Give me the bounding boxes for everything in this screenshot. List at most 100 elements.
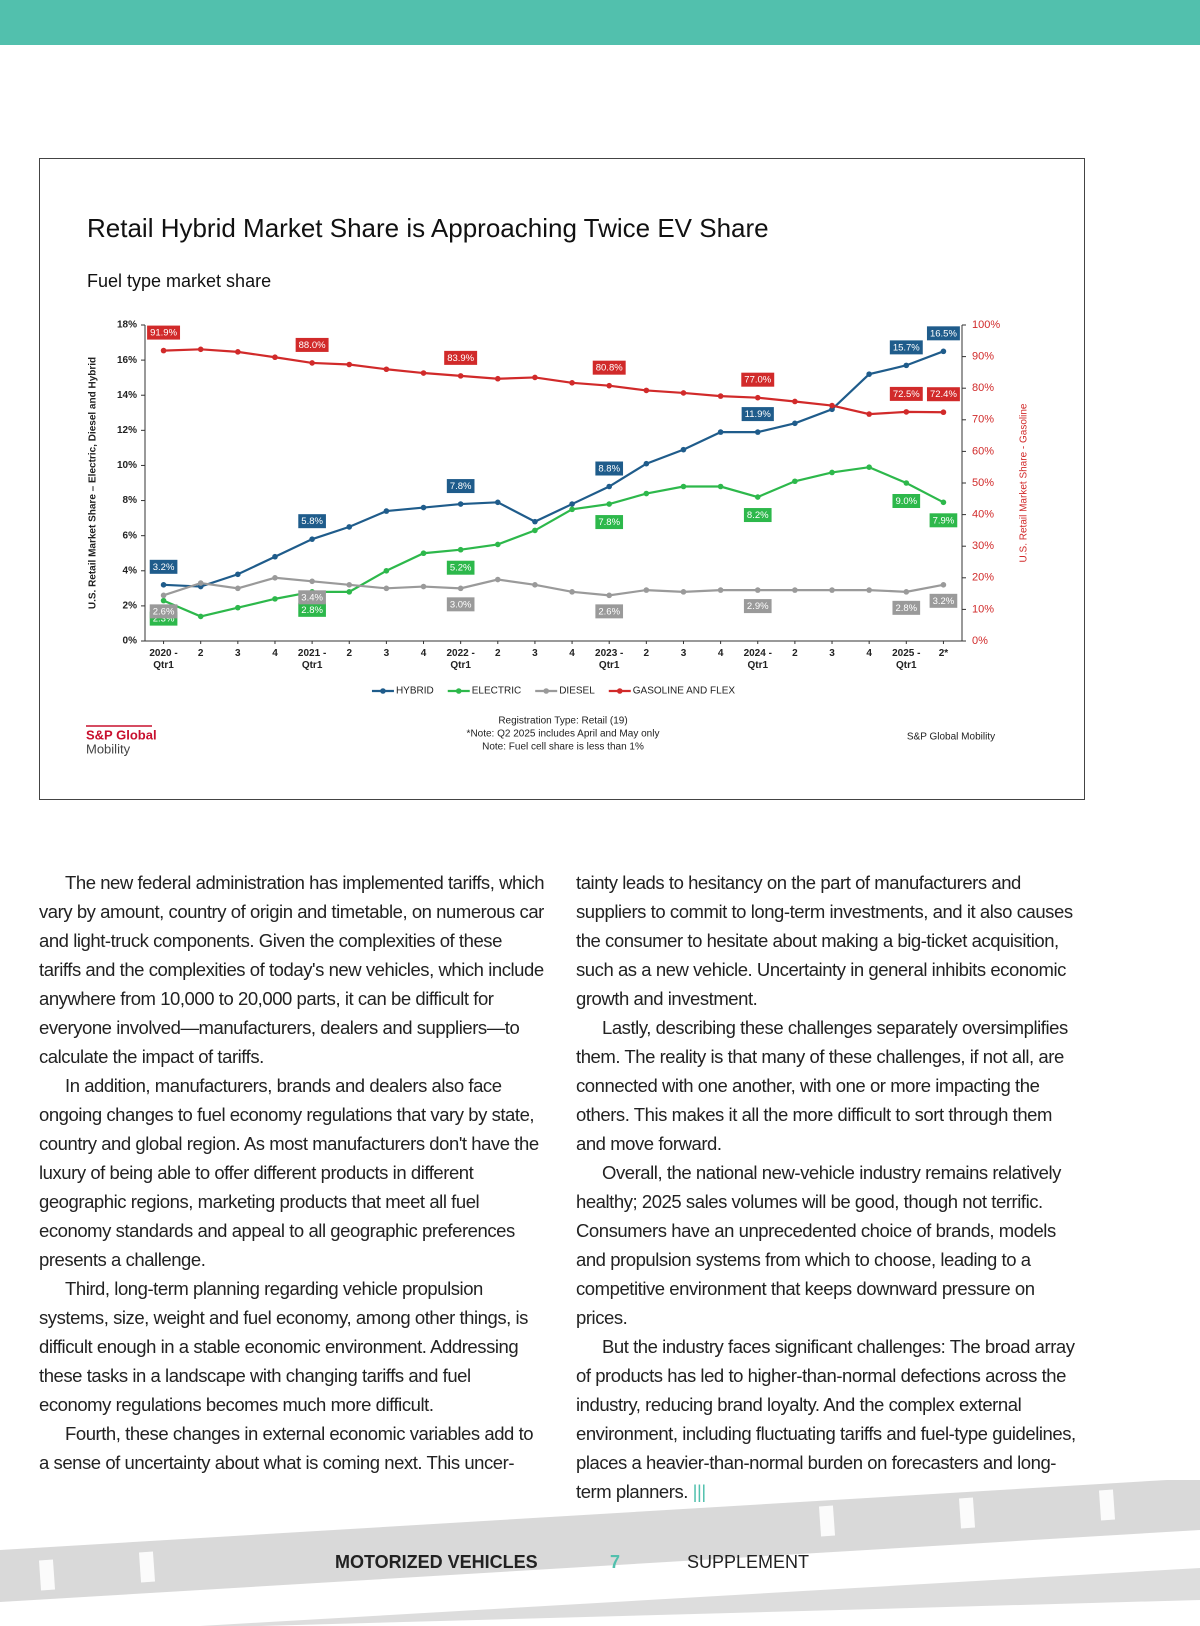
value-label-box [147, 325, 181, 340]
point [309, 578, 315, 585]
legend-label: ELECTRIC [472, 686, 521, 697]
value-label-box [446, 479, 475, 494]
value-label: 2.8% [301, 605, 323, 616]
series-line [163, 350, 944, 588]
point [717, 393, 724, 399]
point [346, 582, 353, 588]
x-tick-label: 2023 - Qtr1 [595, 648, 624, 671]
value-label-box [298, 514, 326, 529]
point [532, 518, 538, 525]
x-tick-label: 4 [569, 648, 575, 659]
x-tick-label: 2 [643, 648, 650, 659]
x-tick-label: 3 [235, 648, 241, 659]
value-label: 3.0% [450, 599, 472, 610]
legend-marker [543, 688, 550, 694]
y2-tick-label: 30% [972, 540, 994, 552]
point [680, 483, 687, 490]
y2-tick-label: 20% [972, 572, 994, 584]
value-label-box [743, 599, 772, 614]
point [680, 589, 687, 595]
point [829, 469, 835, 476]
logo-text: Mobility [86, 741, 131, 756]
paragraph: But the industry faces significant chall… [576, 1336, 1076, 1502]
point [903, 589, 910, 595]
source: S&P Global Mobility [907, 732, 995, 743]
legend-marker [616, 688, 623, 694]
x-tick-label: 4 [866, 648, 872, 659]
series-line [163, 466, 944, 618]
legend: HYBRID ELECTRIC DIESEL GASOLINE AND FLEX [371, 686, 735, 697]
value-label-box [926, 326, 960, 341]
y2-tick-label: 10% [972, 603, 994, 615]
point [680, 446, 687, 453]
value-label: 77.0% [744, 375, 771, 386]
paragraph: Third, long-term planning regarding vehi… [39, 1278, 528, 1415]
point [643, 490, 650, 497]
x-tick-label: 3 [532, 648, 538, 659]
value-label: 2.6% [153, 606, 175, 617]
point [309, 360, 315, 366]
y2-tick-label: 50% [972, 477, 994, 489]
point [866, 411, 872, 417]
footer-section: SUPPLEMENT [687, 1552, 810, 1572]
point [197, 613, 204, 620]
point [717, 429, 724, 435]
paragraph: Lastly, describing these challenges sepa… [576, 1017, 1068, 1154]
y-tick-label: 2% [123, 601, 138, 612]
value-label-box [892, 494, 921, 508]
value-label-box [295, 337, 329, 352]
point [606, 483, 613, 490]
point [903, 480, 910, 486]
point [754, 587, 761, 593]
point [866, 464, 872, 471]
value-label: 11.9% [745, 409, 772, 420]
point [420, 550, 427, 557]
series-line [163, 348, 944, 416]
paragraph: Overall, the national new-vehicle indust… [576, 1162, 1061, 1328]
point [383, 508, 390, 514]
point [532, 527, 538, 534]
point [457, 585, 464, 592]
y2-tick-label: 90% [972, 351, 994, 363]
note: Note: Fuel cell share is less than 1% [482, 742, 644, 753]
value-label-box [298, 602, 326, 617]
legend-label: DIESEL [559, 686, 595, 697]
x-tick-label: 2021 - Qtr1 [297, 648, 327, 671]
legend-marker [380, 688, 386, 694]
point [532, 374, 538, 381]
point [235, 349, 241, 355]
point [420, 370, 427, 376]
point [494, 541, 501, 548]
value-label: 7.8% [450, 481, 472, 492]
point [680, 390, 687, 396]
point [197, 580, 204, 586]
x-tick-label: 2 [346, 648, 353, 659]
point [606, 592, 613, 599]
point [792, 587, 798, 593]
point [160, 582, 167, 588]
value-label: 72.5% [893, 389, 920, 400]
point [160, 597, 167, 604]
y-tick-label: 4% [123, 565, 138, 576]
y-tick-label: 6% [123, 530, 138, 541]
point [494, 499, 501, 506]
value-label-box [889, 340, 923, 355]
legend-label: HYBRID [396, 686, 434, 697]
point [569, 589, 575, 595]
value-label-box [892, 600, 921, 615]
y2-tick-label: 40% [972, 509, 994, 521]
value-label-box [149, 559, 178, 574]
x-tick-label: 4 [717, 648, 724, 659]
chart-title: Retail Hybrid Market Share is Approachin… [87, 213, 769, 243]
value-label-box [149, 604, 178, 619]
point [717, 483, 724, 490]
y-tick-label: 18% [117, 320, 137, 331]
x-tick-label: 2 [197, 648, 204, 659]
value-label-box [595, 515, 624, 530]
note: *Note: Q2 2025 includes April and May on… [467, 729, 660, 740]
point [606, 382, 613, 389]
point [346, 524, 353, 530]
point [792, 478, 798, 485]
value-label-box [595, 604, 624, 619]
